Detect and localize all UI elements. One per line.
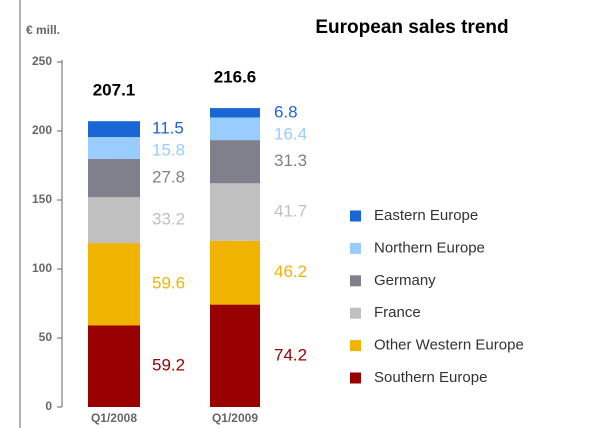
- legend-label: Other Western Europe: [374, 337, 524, 354]
- bar-segment: [210, 108, 260, 118]
- value-label: 59.6: [152, 274, 185, 293]
- legend-label: Northern Europe: [374, 239, 485, 256]
- y-tick-label: 100: [32, 261, 52, 275]
- value-label: 16.4: [274, 124, 307, 143]
- bar-segment: [88, 158, 140, 198]
- legend-label: France: [374, 304, 421, 321]
- legend-swatch: [350, 242, 361, 254]
- bar-segment: [88, 121, 140, 138]
- value-label: 41.7: [274, 202, 307, 221]
- legend-swatch: [350, 210, 361, 222]
- total-label: 207.1: [93, 81, 136, 100]
- x-tick-label: Q1/2008: [91, 411, 137, 425]
- value-label: 15.8: [152, 141, 185, 160]
- value-label: 33.2: [152, 210, 185, 229]
- bar-segment: [210, 240, 260, 305]
- legend-label: Eastern Europe: [374, 207, 478, 224]
- value-label: 46.2: [274, 262, 307, 281]
- bar-segment: [210, 183, 260, 241]
- value-label: 59.2: [152, 356, 185, 375]
- y-tick-label: 0: [45, 399, 52, 413]
- y-tick-label: 150: [32, 192, 52, 206]
- total-label: 216.6: [214, 68, 257, 87]
- bar-segment: [88, 243, 140, 326]
- value-label: 74.2: [274, 345, 307, 364]
- legend-label: Germany: [374, 272, 436, 289]
- bar-segment: [210, 117, 260, 141]
- value-label: 27.8: [152, 168, 185, 187]
- y-tick-label: 200: [32, 123, 52, 137]
- legend-label: Southern Europe: [374, 369, 487, 386]
- value-label: 6.8: [274, 102, 298, 121]
- bar-segment: [88, 137, 140, 159]
- bar-segment: [210, 304, 260, 407]
- legend-swatch: [350, 307, 361, 319]
- legend-swatch: [350, 340, 361, 352]
- y-tick-label: 250: [32, 54, 52, 68]
- y-axis-label: € mill.: [26, 23, 60, 37]
- bar-segment: [88, 325, 140, 407]
- bar-segment: [88, 197, 140, 244]
- y-tick-label: 50: [39, 330, 53, 344]
- bar-segment: [210, 140, 260, 184]
- value-label: 31.3: [274, 151, 307, 170]
- x-tick-label: Q1/2009: [212, 411, 258, 425]
- chart-title: European sales trend: [315, 17, 508, 38]
- legend-swatch: [350, 372, 361, 384]
- legend-swatch: [350, 275, 361, 287]
- value-label: 11.5: [152, 119, 184, 138]
